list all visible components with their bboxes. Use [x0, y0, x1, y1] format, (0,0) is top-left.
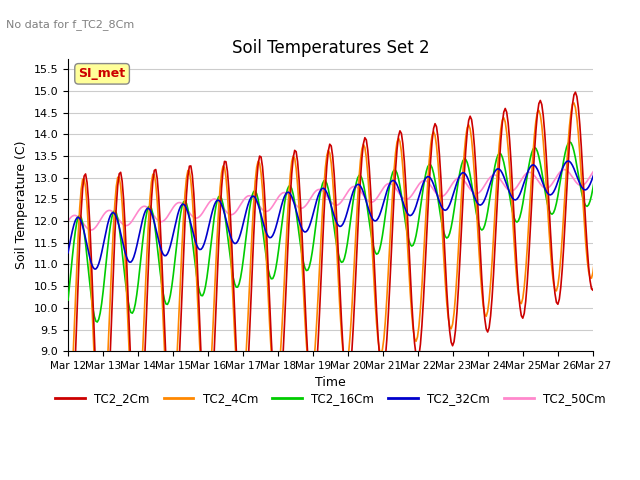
X-axis label: Time: Time: [315, 376, 346, 389]
Text: No data for f_TC2_8Cm: No data for f_TC2_8Cm: [6, 19, 134, 30]
Legend: TC2_2Cm, TC2_4Cm, TC2_16Cm, TC2_32Cm, TC2_50Cm: TC2_2Cm, TC2_4Cm, TC2_16Cm, TC2_32Cm, TC…: [51, 387, 611, 409]
Text: SI_met: SI_met: [79, 67, 125, 80]
Title: Soil Temperatures Set 2: Soil Temperatures Set 2: [232, 39, 429, 57]
Y-axis label: Soil Temperature (C): Soil Temperature (C): [15, 141, 28, 269]
